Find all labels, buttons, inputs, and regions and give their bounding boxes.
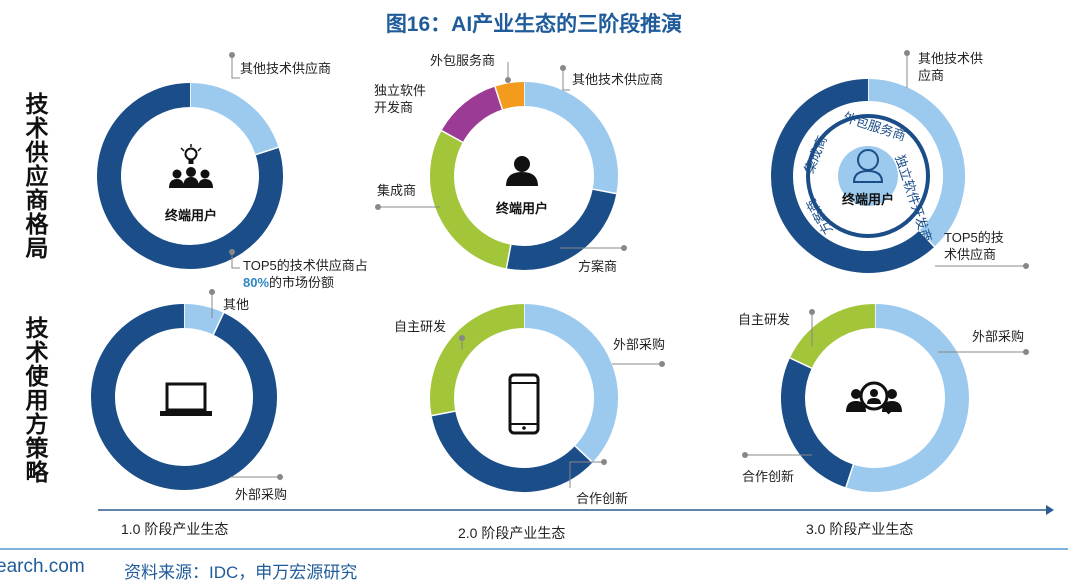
s1-bottom-segment-1 [91, 304, 277, 490]
leader-s1-other-suppliers [231, 55, 240, 79]
s3-top-separator-1 [918, 230, 935, 248]
laptop-icon [160, 382, 212, 416]
s1-top-separator-1 [255, 146, 279, 156]
label-s2-external: 外部采购 [613, 337, 666, 352]
s2-top-separator-3 [441, 130, 464, 143]
page-title: 图16：AI产业生态的三阶段推演 [385, 13, 683, 36]
leader-s2-outsourcing-dot [505, 77, 511, 83]
s2-bottom-segment-2 [430, 304, 525, 416]
s1-top-segment-1 [97, 83, 283, 269]
leader-s2-integrator-dot [375, 204, 381, 210]
label-s3-coinnovation: 合作创新 [742, 469, 795, 484]
s3-bottom-separator-1 [845, 464, 855, 488]
s2-top-separator-1 [592, 188, 617, 195]
leader-s2-other-suppliers [562, 68, 570, 91]
label-s3-other-suppliers: 其他技术供 应商 [918, 51, 984, 83]
leader-s3-top5-dot [1023, 263, 1029, 269]
leader-s1-top5-dot [229, 249, 235, 255]
stage-axis-arrowhead [1046, 505, 1054, 515]
center-label-s1: 终端用户 [164, 208, 217, 223]
label-s3-external: 外部采购 [972, 329, 1025, 344]
leader-s2-coinnovation-dot [601, 459, 607, 465]
label-s2-outsourcing: 外包服务商 [430, 53, 496, 68]
leader-s3-other-suppliers-dot [904, 50, 910, 56]
leader-s2-solution-dot [621, 245, 627, 251]
leader-s1-other-dot [209, 289, 215, 295]
smartphone-icon [508, 373, 540, 435]
s2-bottom-segment-1 [431, 410, 593, 492]
row-label-usage: 技术使用方策略 [25, 315, 49, 485]
s3-bottom-segment-2 [789, 304, 876, 369]
leader-s2-other-suppliers-dot [560, 65, 566, 71]
row-label-suppliers: 技术供应商格局 [25, 91, 49, 261]
label-s2-solution: 方案商 [578, 259, 618, 274]
center-label-s3: 终端用户 [841, 192, 894, 207]
s3-bottom-segment-1 [781, 358, 854, 488]
s3-top-segment-1 [771, 79, 935, 273]
label-s2-coinnovation: 合作创新 [576, 491, 629, 506]
s2-top-separator-4 [494, 86, 504, 110]
s2-bottom-segment-0 [523, 304, 618, 463]
s2-bottom-separator-1 [574, 445, 594, 463]
stage-label-2: 2.0 阶段产业生态 [458, 525, 566, 541]
center-label-s2: 终端用户 [495, 201, 548, 216]
s3-top-core [838, 146, 898, 206]
stage-label-3: 3.0 阶段产业生态 [806, 521, 914, 537]
label-s2-integrator: 集成商 [377, 183, 417, 198]
leader-s3-external-dot [1023, 349, 1029, 355]
leader-s2-inhouse-dot [459, 335, 465, 341]
person-outline-icon [852, 149, 884, 183]
s1-top-segment-0 [189, 83, 279, 156]
leader-s1-other-suppliers-dot [229, 52, 235, 58]
footer-site: earch.com [0, 556, 85, 577]
s2-bottom-separator-2 [431, 410, 456, 417]
ai-people-search-icon [846, 381, 902, 415]
leader-s3-coinnovation-dot [742, 452, 748, 458]
label-s3-inhouse: 自主研发 [738, 312, 791, 327]
leader-s3-inhouse-dot [809, 309, 815, 315]
s1-bottom-separator-1 [212, 312, 225, 335]
s2-top-segment-1 [506, 188, 617, 270]
s2-top-segment-0 [523, 82, 618, 194]
label-s3-top5: TOP5的技 术供应商 [944, 230, 1004, 262]
leader-s1-top5 [231, 252, 240, 269]
label-s2-inhouse: 自主研发 [394, 319, 447, 334]
s2-top-segment-2 [430, 130, 512, 269]
leader-s2-coinnovation [569, 461, 604, 488]
s3-bottom-segment-0 [845, 304, 969, 492]
s2-top-separator-2 [505, 244, 512, 269]
stage-label-1: 1.0 阶段产业生态 [121, 521, 229, 537]
label-s2-other-suppliers: 其他技术供应商 [572, 72, 664, 87]
label-s1-other-suppliers: 其他技术供应商 [240, 61, 332, 76]
person-icon [506, 156, 538, 186]
leader-s1-external-dot [277, 474, 283, 480]
label-s1-external: 外部采购 [235, 487, 288, 502]
s1-bottom-segment-0 [183, 304, 224, 335]
s3-top-segment-0 [867, 79, 965, 247]
s3-bottom-separator-2 [789, 357, 812, 369]
leader-s2-external-dot [659, 361, 665, 367]
bulb-people-icon [169, 144, 213, 188]
s2-top-segment-3 [441, 86, 503, 143]
label-s1-top5: TOP5的技术供应商占 80%的市场份额 [243, 258, 368, 290]
s2-top-segment-4 [494, 82, 525, 110]
footer-source: 资料来源：IDC，申万宏源研究 [124, 563, 358, 582]
label-s1-other: 其他 [223, 297, 250, 312]
label-s2-isv: 独立软件 开发商 [374, 83, 427, 115]
